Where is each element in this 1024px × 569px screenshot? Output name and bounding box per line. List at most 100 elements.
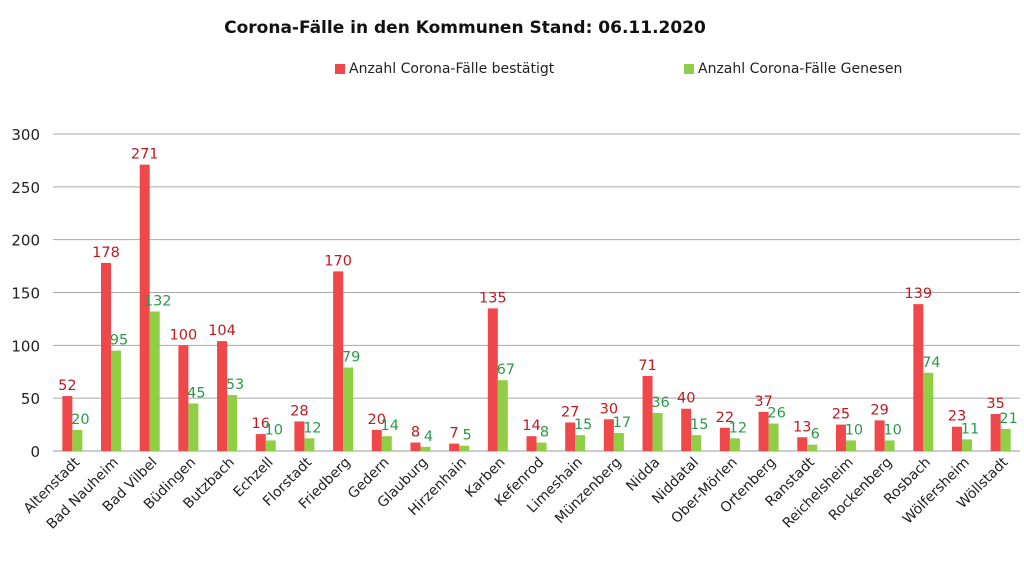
data-label-confirmed: 40 bbox=[677, 391, 695, 407]
data-label-confirmed: 170 bbox=[324, 253, 352, 269]
data-label-recovered: 10 bbox=[845, 422, 863, 438]
bar-confirmed bbox=[758, 411, 769, 451]
bar-recovered bbox=[265, 440, 276, 451]
bar-confirmed bbox=[139, 164, 150, 452]
bar-confirmed bbox=[62, 396, 73, 451]
bar-confirmed bbox=[951, 426, 962, 451]
bar-confirmed bbox=[719, 427, 730, 451]
bar-confirmed bbox=[642, 375, 653, 451]
bar-confirmed bbox=[526, 436, 537, 451]
bar-confirmed bbox=[449, 443, 460, 451]
bar-recovered bbox=[652, 412, 663, 451]
data-label-confirmed: 23 bbox=[948, 409, 966, 425]
data-label-confirmed: 135 bbox=[479, 290, 507, 306]
data-label-recovered: 15 bbox=[690, 417, 708, 433]
data-label-recovered: 132 bbox=[144, 294, 172, 310]
legend-item-recovered: Anzahl Corona-Fälle Genesen bbox=[684, 61, 902, 77]
bar-confirmed bbox=[217, 341, 228, 451]
data-label-recovered: 4 bbox=[424, 429, 433, 445]
bar-confirmed bbox=[603, 419, 614, 451]
y-tick-label: 150 bbox=[11, 285, 40, 303]
bar-recovered bbox=[381, 436, 392, 451]
bar-confirmed bbox=[255, 434, 266, 451]
bar-recovered bbox=[497, 380, 508, 451]
bar-recovered bbox=[845, 440, 856, 451]
legend-label-confirmed: Anzahl Corona-Fälle bestätigt bbox=[349, 61, 555, 77]
data-label-confirmed: 27 bbox=[561, 404, 579, 420]
bar-confirmed bbox=[294, 421, 305, 451]
bar-recovered bbox=[961, 439, 972, 451]
data-label-confirmed: 104 bbox=[208, 323, 236, 339]
bar-recovered bbox=[149, 311, 160, 451]
data-label-confirmed: 100 bbox=[170, 327, 198, 343]
legend: Anzahl Corona-Fälle bestätigt Anzahl Cor… bbox=[0, 61, 1024, 81]
bar-recovered bbox=[72, 429, 83, 451]
data-label-confirmed: 37 bbox=[754, 394, 772, 410]
y-tick-label: 0 bbox=[30, 443, 40, 461]
bar-recovered bbox=[884, 440, 895, 451]
data-label-recovered: 5 bbox=[463, 428, 472, 444]
data-label-confirmed: 28 bbox=[290, 403, 308, 419]
data-label-recovered: 45 bbox=[187, 385, 205, 401]
data-label-recovered: 67 bbox=[497, 362, 515, 378]
data-label-recovered: 14 bbox=[381, 418, 399, 434]
data-label-confirmed: 30 bbox=[600, 401, 618, 417]
bar-recovered bbox=[729, 438, 740, 451]
data-label-recovered: 12 bbox=[303, 420, 321, 436]
data-label-confirmed: 25 bbox=[832, 407, 850, 423]
data-label-recovered: 53 bbox=[226, 377, 244, 393]
data-label-confirmed: 71 bbox=[638, 358, 656, 374]
y-tick-label: 50 bbox=[21, 390, 40, 408]
data-label-recovered: 6 bbox=[811, 427, 820, 443]
data-label-recovered: 79 bbox=[342, 350, 360, 366]
data-label-recovered: 15 bbox=[574, 417, 592, 433]
bar-recovered bbox=[807, 444, 818, 451]
bar-recovered bbox=[459, 445, 470, 451]
data-label-confirmed: 8 bbox=[411, 425, 420, 441]
bar-confirmed bbox=[101, 262, 112, 451]
data-label-recovered: 8 bbox=[540, 425, 549, 441]
bar-recovered bbox=[420, 446, 431, 451]
data-label-recovered: 20 bbox=[71, 412, 89, 428]
data-label-recovered: 10 bbox=[883, 422, 901, 438]
data-label-recovered: 95 bbox=[110, 333, 128, 349]
data-label-confirmed: 139 bbox=[904, 286, 932, 302]
data-label-confirmed: 13 bbox=[793, 419, 811, 435]
data-label-confirmed: 271 bbox=[131, 147, 159, 163]
bar-confirmed bbox=[487, 308, 498, 451]
bar-recovered bbox=[536, 442, 547, 451]
data-label-confirmed: 178 bbox=[92, 245, 120, 261]
data-label-confirmed: 20 bbox=[368, 412, 386, 428]
data-label-confirmed: 7 bbox=[450, 426, 459, 442]
data-label-confirmed: 29 bbox=[870, 402, 888, 418]
bar-recovered bbox=[188, 403, 199, 451]
data-label-recovered: 10 bbox=[265, 422, 283, 438]
bar-confirmed bbox=[835, 424, 846, 451]
data-label-recovered: 17 bbox=[613, 415, 631, 431]
bar-recovered bbox=[691, 435, 702, 451]
bar-confirmed bbox=[681, 408, 692, 451]
bar-recovered bbox=[304, 438, 315, 451]
legend-item-confirmed: Anzahl Corona-Fälle bestätigt bbox=[335, 61, 554, 77]
data-label-recovered: 26 bbox=[767, 406, 785, 422]
legend-swatch-recovered bbox=[684, 64, 694, 74]
data-label-recovered: 74 bbox=[922, 355, 940, 371]
bar-recovered bbox=[111, 350, 122, 451]
chart-title: Corona-Fälle in den Kommunen Stand: 06.1… bbox=[224, 18, 706, 38]
y-tick-label: 100 bbox=[11, 337, 40, 355]
legend-label-recovered: Anzahl Corona-Fälle Genesen bbox=[698, 61, 903, 77]
bar-confirmed bbox=[333, 271, 344, 451]
data-label-confirmed: 35 bbox=[986, 396, 1004, 412]
data-label-recovered: 12 bbox=[729, 420, 747, 436]
data-label-confirmed: 52 bbox=[58, 378, 76, 394]
bar-confirmed bbox=[797, 437, 808, 451]
bar-confirmed bbox=[178, 345, 189, 451]
bar-confirmed bbox=[990, 414, 1001, 451]
bar-confirmed bbox=[371, 429, 382, 451]
bar-recovered bbox=[923, 372, 934, 451]
bar-confirmed bbox=[874, 420, 885, 451]
bar-confirmed bbox=[565, 422, 576, 451]
y-tick-label: 250 bbox=[11, 179, 40, 197]
bar-recovered bbox=[1000, 428, 1011, 451]
